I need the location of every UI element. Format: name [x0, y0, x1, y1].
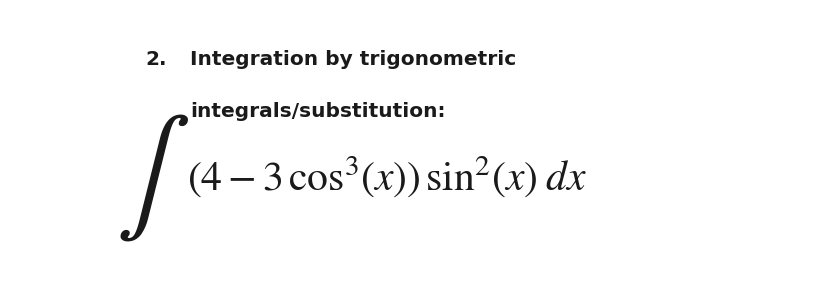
Text: Integration by trigonometric: Integration by trigonometric	[190, 50, 516, 69]
Text: $(4 - 3\,\cos^3\!(x))\,\sin^2\!(x)\;dx$: $(4 - 3\,\cos^3\!(x))\,\sin^2\!(x)\;dx$	[187, 155, 586, 200]
Text: ∫: ∫	[116, 114, 167, 241]
Text: 2.: 2.	[145, 50, 166, 69]
Text: integrals/substitution:: integrals/substitution:	[190, 102, 445, 121]
